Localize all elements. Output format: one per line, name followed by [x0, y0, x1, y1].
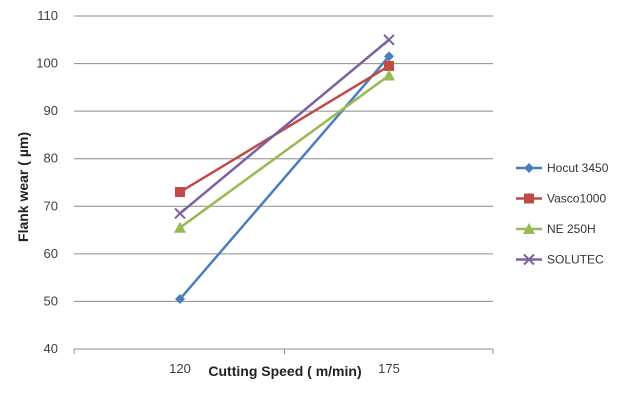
y-axis-title: Flank wear ( µm) — [15, 132, 31, 242]
data-markers — [174, 34, 395, 305]
y-tick-label: 60 — [44, 246, 58, 261]
legend-label: Vasco1000 — [547, 192, 606, 206]
y-tick-label: 100 — [36, 56, 58, 71]
marker-stroke — [174, 207, 186, 220]
series-line-3 — [179, 38, 390, 215]
legend-label: SOLUTEC — [547, 253, 604, 267]
legend-item: Vasco1000 — [516, 192, 606, 206]
x-tick-label: 175 — [378, 361, 400, 376]
series-lines — [179, 38, 390, 300]
legend: Hocut 3450 Vasco1000 NE 250H SOLUTEC — [516, 161, 609, 267]
y-tick-label: 90 — [44, 103, 58, 118]
data-point — [383, 34, 395, 46]
legend-label: Hocut 3450 — [547, 161, 609, 175]
x-tick-label: 120 — [169, 361, 191, 376]
y-tick-label: 110 — [37, 8, 58, 23]
legend-item: Hocut 3450 — [516, 161, 609, 175]
marker-stroke — [383, 34, 395, 46]
data-point — [384, 51, 394, 62]
legend-item: NE 250H — [516, 222, 596, 236]
data-point — [384, 60, 394, 71]
y-tick-label: 80 — [44, 151, 58, 166]
legend-marker — [524, 193, 534, 204]
data-point — [175, 187, 185, 198]
legend-marker — [523, 253, 535, 266]
series-line-0 — [179, 55, 390, 300]
data-point — [175, 294, 185, 305]
y-tick-label: 50 — [44, 293, 58, 308]
y-tick-label: 70 — [44, 198, 58, 213]
legend-label: NE 250H — [547, 222, 596, 236]
data-point — [174, 207, 186, 220]
data-point — [174, 221, 186, 233]
legend-marker — [524, 163, 534, 173]
x-axis-title: Cutting Speed ( m/min) — [208, 363, 361, 379]
axes: 40 50 60 70 80 90 100 110 120 175 — [36, 8, 494, 376]
series-line-1 — [179, 64, 390, 194]
gridlines — [74, 15, 493, 350]
data-point — [383, 69, 395, 81]
series-line-2 — [179, 74, 390, 229]
marker-stroke — [523, 253, 535, 266]
legend-item: SOLUTEC — [516, 253, 604, 267]
legend-marker — [523, 223, 535, 234]
y-tick-label: 40 — [44, 341, 58, 356]
